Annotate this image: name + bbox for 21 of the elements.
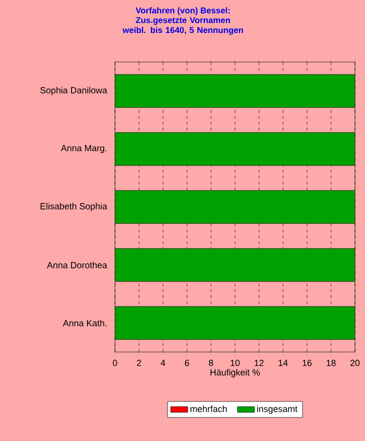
y-tick-label: Sophia Danilowa bbox=[40, 86, 108, 96]
x-tick-label: 14 bbox=[278, 360, 288, 366]
x-tick-label: 12 bbox=[254, 360, 264, 366]
chart-title: Vorfahren (von) Bessel: bbox=[136, 7, 230, 16]
y-tick-label: Anna Dorothea bbox=[46, 262, 108, 268]
x-tick-label: 18 bbox=[326, 360, 336, 366]
chart-subtitle: Zus.gesetzte Vornamen weibl. bis 1640, 5 Nennungen bbox=[122, 17, 243, 35]
x-tick-label: 10 bbox=[230, 360, 240, 366]
legend-label: insgesamt bbox=[257, 405, 298, 414]
x-tick-label: 4 bbox=[160, 360, 166, 366]
x-tick-label: 16 bbox=[302, 360, 312, 366]
x-tick-label: 2 bbox=[136, 360, 142, 366]
y-tick-label: Anna Kath. bbox=[62, 320, 106, 326]
y-tick-label: Elisabeth Sophia bbox=[40, 202, 108, 212]
x-tick-label: 20 bbox=[350, 360, 360, 366]
x-tick-label: 0 bbox=[112, 360, 118, 366]
legend-label: mehrfach bbox=[190, 405, 227, 412]
x-axis-title: Häufigkeit % bbox=[210, 368, 260, 378]
y-tick-label: Anna Marg. bbox=[60, 144, 106, 154]
x-tick-label: 6 bbox=[184, 360, 190, 366]
x-tick-label: 8 bbox=[208, 360, 214, 366]
